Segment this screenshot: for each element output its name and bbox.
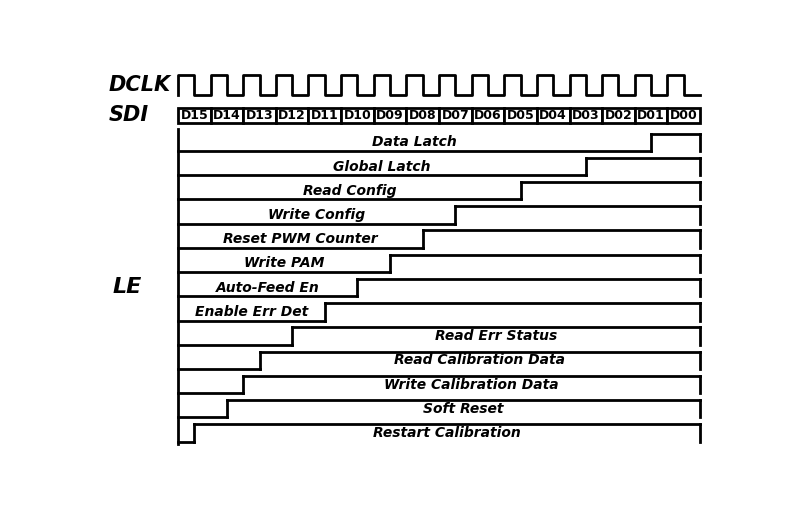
- Text: Read Err Status: Read Err Status: [435, 329, 558, 343]
- Text: Read Config: Read Config: [303, 184, 396, 198]
- Text: Read Calibration Data: Read Calibration Data: [394, 353, 565, 367]
- Bar: [472, 108, 505, 123]
- Text: Write Config: Write Config: [268, 208, 365, 222]
- Bar: [276, 108, 309, 123]
- Text: D08: D08: [409, 109, 436, 122]
- Bar: [406, 108, 439, 123]
- Text: D11: D11: [311, 109, 339, 122]
- Text: D14: D14: [213, 109, 241, 122]
- Bar: [505, 108, 537, 123]
- Text: D12: D12: [278, 109, 306, 122]
- Bar: [537, 108, 569, 123]
- Text: LE: LE: [112, 276, 142, 296]
- Text: D03: D03: [572, 109, 600, 122]
- Bar: [341, 108, 374, 123]
- Bar: [243, 108, 276, 123]
- Text: D13: D13: [246, 109, 273, 122]
- Text: D10: D10: [344, 109, 371, 122]
- Bar: [569, 108, 602, 123]
- Text: D04: D04: [539, 109, 567, 122]
- Bar: [634, 108, 668, 123]
- Bar: [178, 108, 211, 123]
- Text: Soft Reset: Soft Reset: [423, 402, 504, 416]
- Text: Enable Err Det: Enable Err Det: [195, 305, 308, 319]
- Text: Restart Calibration: Restart Calibration: [373, 426, 521, 440]
- Text: D05: D05: [507, 109, 535, 122]
- Text: Reset PWM Counter: Reset PWM Counter: [223, 232, 378, 246]
- Text: D15: D15: [181, 109, 208, 122]
- Text: Global Latch: Global Latch: [333, 160, 431, 174]
- Text: D09: D09: [376, 109, 404, 122]
- Bar: [439, 108, 472, 123]
- Text: D07: D07: [441, 109, 469, 122]
- Bar: [211, 108, 243, 123]
- Text: SDI: SDI: [109, 105, 149, 125]
- Text: D02: D02: [604, 109, 632, 122]
- Text: Write PAM: Write PAM: [244, 257, 324, 270]
- Text: Data Latch: Data Latch: [372, 135, 457, 150]
- Bar: [602, 108, 634, 123]
- Text: Auto-Feed En: Auto-Feed En: [216, 281, 320, 294]
- Text: Write Calibration Data: Write Calibration Data: [384, 377, 559, 392]
- Text: D01: D01: [638, 109, 665, 122]
- Text: D00: D00: [670, 109, 698, 122]
- Text: DCLK: DCLK: [109, 75, 171, 95]
- Bar: [668, 108, 700, 123]
- Bar: [309, 108, 341, 123]
- Text: D06: D06: [474, 109, 502, 122]
- Bar: [374, 108, 406, 123]
